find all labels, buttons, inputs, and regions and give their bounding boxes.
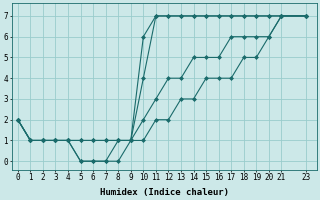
X-axis label: Humidex (Indice chaleur): Humidex (Indice chaleur) — [100, 188, 228, 197]
